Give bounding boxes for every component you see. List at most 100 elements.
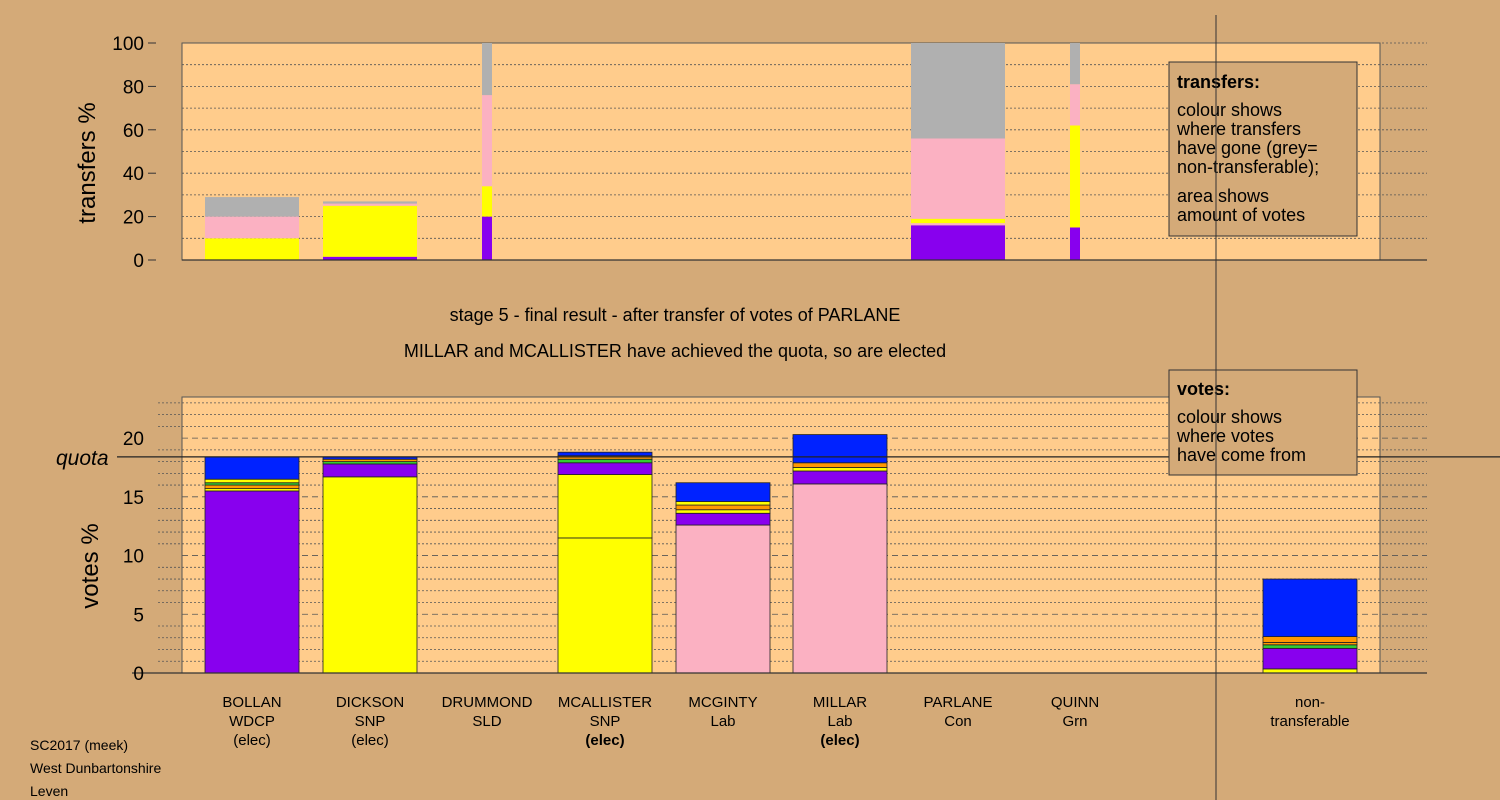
votes-tick-label: 0 [133,664,144,685]
candidate-name: DRUMMOND [442,694,533,711]
footer-line: SC2017 (meek) [30,737,128,753]
votes-legend-box [1168,369,1358,476]
votes-chart: quota 0 5 10 15 20 votes % [56,396,1500,685]
votes-bar-segment [204,490,300,674]
candidate-name: DICKSON [336,694,404,711]
transfers-legend-text: where transfers [1176,119,1301,139]
transfers-legend-text: have gone (grey= [1177,138,1318,158]
votes-bar-segment [557,474,653,539]
candidate-name: QUINN [1051,694,1099,711]
candidate-status: (elec) [585,732,624,749]
nontransferable-label: transferable [1270,713,1349,730]
transfers-tick-label: 0 [133,251,144,272]
votes-bar-segment [204,478,300,484]
transfers-bar-segment [482,186,492,217]
nontransferable-label: non- [1295,694,1325,711]
transfers-bar-segment [323,256,417,260]
candidate-party: Con [944,713,972,730]
transfers-bar-segment [482,43,492,96]
candidate-status: (elec) [233,732,271,749]
candidate-party: SNP [355,713,386,730]
transfers-legend-text: amount of votes [1177,205,1305,225]
votes-bar-segment [1262,636,1358,643]
votes-bar-segment [675,501,771,506]
transfers-bar-segment [911,225,1005,260]
votes-tick-label: 15 [123,488,144,509]
votes-bar-segment [557,462,653,475]
candidate-party: SLD [472,713,501,730]
votes-bar-segment [675,482,771,502]
transfers-tick-label: 20 [123,208,144,229]
candidate-name: MILLAR [813,694,867,711]
candidate-name: MCGINTY [688,694,757,711]
votes-tick-label: 10 [123,547,144,568]
transfers-bar-segment [911,43,1005,139]
votes-bar-segment [675,512,771,526]
votes-bar-segment [792,470,888,485]
votes-bar-segment [792,483,888,674]
votes-bar-segment [675,524,771,674]
candidate-status: (elec) [820,732,859,749]
votes-bar-segment [792,434,888,464]
votes-bar-segment [792,467,888,472]
transfers-bar-segment [323,201,417,204]
transfers-legend-text: non-transferable); [1177,157,1319,177]
votes-tick-label: 5 [133,605,144,626]
votes-legend-text: where votes [1176,426,1274,446]
candidate-party: Lab [827,713,852,730]
candidate-party: WDCP [229,713,275,730]
candidate-labels: BOLLAN WDCP (elec) DICKSON SNP (elec) DRUMMOND… [222,694,1349,749]
votes-bar-segment [1262,668,1358,674]
transfers-bar-segment [205,197,299,217]
votes-bar-segment [322,476,418,674]
transfers-tick-label: 80 [123,77,144,98]
footer-line: Leven [30,783,68,799]
transfers-bar-segment [1070,125,1080,228]
transfers-tick-label: 40 [123,164,144,185]
footer-line: West Dunbartonshire [30,760,161,776]
transfers-bar-segment [205,238,299,260]
transfers-bar-segment [911,223,1005,226]
votes-bar-segment [1262,644,1358,649]
candidate-name: PARLANE [924,694,993,711]
transfers-legend-text: area shows [1177,186,1269,206]
transfers-legend-title: transfers: [1177,72,1260,92]
transfers-bar-segment [323,203,417,206]
candidate-status: (elec) [351,732,389,749]
votes-bar-segment [792,462,888,468]
votes-bar-segment [322,463,418,478]
votes-bar-segment [204,484,300,490]
votes-bar-segment [1262,647,1358,670]
transfers-bar-segment [911,138,1005,219]
votes-legend-text: have come from [1177,445,1306,465]
votes-tick-label: 20 [123,429,144,450]
votes-legend-title: votes: [1177,379,1230,399]
transfers-bar-segment [911,218,1005,224]
candidate-party: Lab [710,713,735,730]
transfers-axis-label: transfers % [74,102,101,223]
transfers-bar-segment [1070,84,1080,126]
transfers-bar-segment [482,216,492,260]
transfers-bar-segment [1070,43,1080,85]
transfers-tick-label: 60 [123,121,144,142]
votes-bar-segment [675,509,771,514]
transfers-tick-label: 100 [112,34,144,55]
misc-text: stage 5 - final result - after transfer … [30,15,1217,800]
candidate-name: BOLLAN [222,694,281,711]
transfers-legend-box [1168,61,1358,237]
candidate-party: Grn [1062,713,1087,730]
candidate-name: MCALLISTER [558,694,652,711]
transfers-legend-text: colour shows [1177,100,1282,120]
votes-bar-segment [557,458,653,464]
candidate-party: SNP [590,713,621,730]
votes-axis-label: votes % [77,523,104,608]
votes-bar-segment [557,537,653,674]
transfers-bar-segment [1070,227,1080,260]
votes-bar-segment [204,456,300,480]
votes-bar-segment [1262,578,1358,637]
transfers-bar-segment [205,216,299,239]
votes-bar-segment [675,504,771,511]
